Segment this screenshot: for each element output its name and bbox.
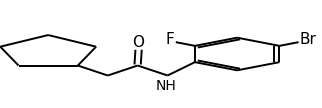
Text: Br: Br (299, 32, 317, 47)
Text: F: F (166, 32, 175, 47)
Text: O: O (133, 35, 145, 50)
Text: NH: NH (156, 79, 176, 93)
